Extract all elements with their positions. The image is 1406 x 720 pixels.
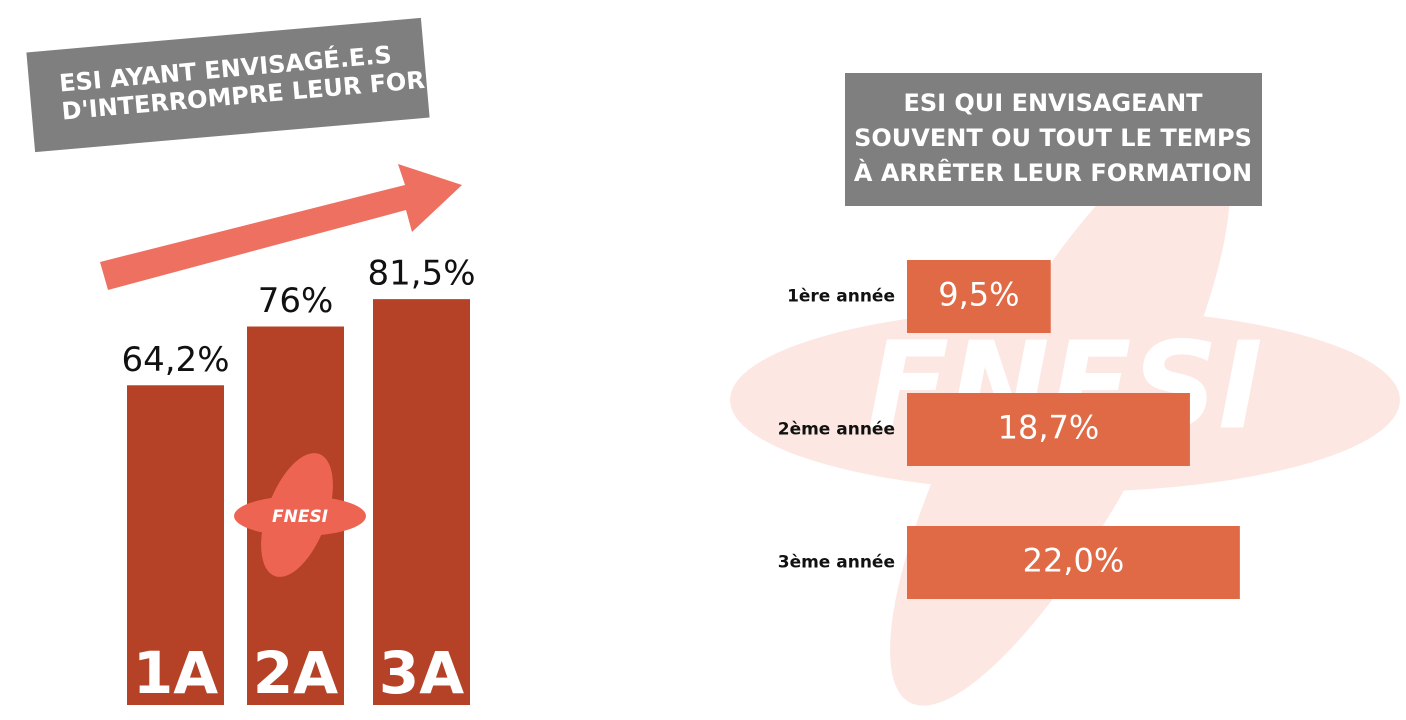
data-label: 64,2% — [121, 340, 229, 380]
data-label: 22,0% — [1023, 542, 1125, 580]
bar — [127, 385, 224, 705]
data-label: 9,5% — [938, 276, 1019, 314]
bar — [907, 393, 1190, 466]
category-label: 1ère année — [787, 287, 895, 307]
data-label: 76% — [258, 281, 334, 321]
chart-title: ESI QUI ENVISAGEANT — [903, 89, 1203, 117]
category-label: 1A — [133, 639, 218, 707]
title-background — [26, 17, 430, 153]
category-label: 3A — [379, 639, 464, 707]
category-label: 2A — [253, 639, 338, 707]
title-background — [845, 73, 1262, 206]
logo-ellipse — [234, 496, 366, 536]
chart-title: À ARRÊTER LEUR FORMATION — [854, 158, 1252, 187]
logo-text: FNESI — [272, 507, 328, 527]
category-label: 3ème année — [778, 553, 895, 573]
chart-title: SOUVENT OU TOUT LE TEMPS — [854, 124, 1252, 152]
bar — [373, 299, 470, 705]
category-label: 2ème année — [778, 420, 895, 440]
title-box: ESI AYANT ENVISAGÉ.E.SD'INTERROMPRE LEUR… — [26, 17, 532, 153]
bar — [907, 260, 1051, 333]
trend-arrow — [100, 164, 462, 290]
bar — [907, 526, 1240, 599]
logo: FNESI — [234, 453, 366, 577]
data-label: 81,5% — [367, 254, 475, 294]
data-label: 18,7% — [998, 409, 1100, 447]
